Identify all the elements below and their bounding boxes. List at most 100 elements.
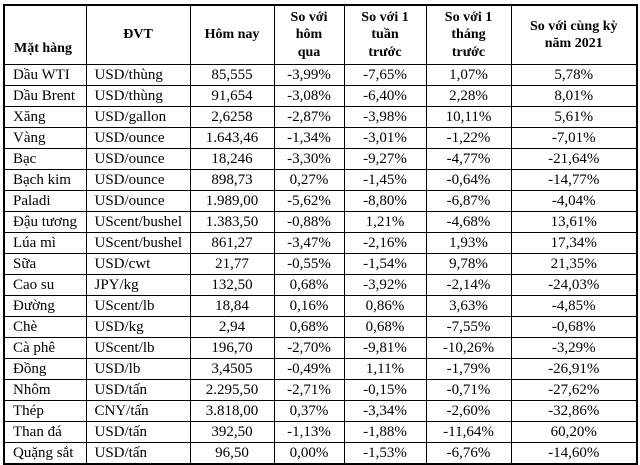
cell-vs-1-month-prior: -10,26%	[425, 337, 512, 359]
cell-vs-yesterday: 0,68%	[273, 316, 345, 338]
cell-vs-same-period-2021: 5,61%	[510, 106, 638, 128]
cell-unit: USD/ounce	[85, 148, 191, 170]
cell-vs-1-week-prior: -2,16%	[343, 232, 427, 254]
cell-today: 1.643,46	[189, 127, 275, 149]
cell-vs-yesterday: -2,71%	[273, 379, 345, 401]
cell-vs-same-period-2021: -4,04%	[510, 190, 638, 212]
cell-today: 3,4505	[189, 358, 275, 380]
table-row: Thép CNY/tấn 3.818,00 0,37% -3,34% -2,60% -32,…	[3, 400, 638, 422]
cell-vs-1-week-prior: -9,81%	[343, 337, 427, 359]
cell-unit: USD/thùng	[85, 85, 191, 107]
cell-vs-yesterday: -3,99%	[273, 64, 345, 86]
cell-vs-yesterday: 0,37%	[273, 400, 345, 422]
cell-unit: CNY/tấn	[85, 400, 191, 422]
cell-today: 196,70	[189, 337, 275, 359]
cell-vs-yesterday: -5,62%	[273, 190, 345, 212]
cell-vs-1-month-prior: 9,78%	[425, 253, 512, 275]
table-row: Lúa mì UScent/bushel 861,27 -3,47% -2,16% 1,9…	[3, 232, 638, 254]
table-row: Chè USD/kg 2,94 0,68% 0,68% -7,55% -0,68%	[3, 316, 638, 338]
cell-vs-1-week-prior: -1,53%	[343, 442, 427, 465]
cell-vs-1-month-prior: -2,60%	[425, 400, 512, 422]
cell-unit: USD/ounce	[85, 190, 191, 212]
cell-vs-1-month-prior: -6,87%	[425, 190, 512, 212]
cell-vs-1-month-prior: -7,55%	[425, 316, 512, 338]
cell-unit: USD/tấn	[85, 421, 191, 443]
table-row: Đường UScent/lb 18,84 0,16% 0,86% 3,63% -4,85%	[3, 295, 638, 317]
cell-vs-1-month-prior: 2,28%	[425, 85, 512, 107]
cell-today: 91,654	[189, 85, 275, 107]
cell-vs-1-week-prior: -1,45%	[343, 169, 427, 191]
cell-vs-1-week-prior: 1,21%	[343, 211, 427, 233]
cell-vs-1-week-prior: -1,88%	[343, 421, 427, 443]
cell-vs-same-period-2021: -27,62%	[510, 379, 638, 401]
table-row: Xăng USD/gallon 2,6258 -2,87% -3,98% 10,11% 5,…	[3, 106, 638, 128]
cell-vs-1-month-prior: 1,93%	[425, 232, 512, 254]
table-row: Dầu Brent USD/thùng 91,654 -3,08% -6,40% 2,28…	[3, 85, 638, 107]
cell-vs-1-week-prior: 0,86%	[343, 295, 427, 317]
cell-vs-yesterday: -3,08%	[273, 85, 345, 107]
cell-vs-1-month-prior: -11,64%	[425, 421, 512, 443]
cell-today: 2,6258	[189, 106, 275, 128]
cell-commodity: Cao su	[3, 274, 87, 296]
table-row: Than đá USD/tấn 392,50 -1,13% -1,88% -11,64% 6…	[3, 421, 638, 443]
table-row: Vàng USD/ounce 1.643,46 -1,34% -3,01% -1,22% -…	[3, 127, 638, 149]
cell-unit: USD/thùng	[85, 64, 191, 86]
cell-vs-1-month-prior: -4,68%	[425, 211, 512, 233]
header-cell-vs-yesterday: So với hôm qua	[273, 4, 345, 65]
cell-unit: JPY/kg	[85, 274, 191, 296]
table-row: Cao su JPY/kg 132,50 0,68% -3,92% -2,14% -24,0…	[3, 274, 638, 296]
cell-today: 2.295,50	[189, 379, 275, 401]
cell-unit: USD/lb	[85, 358, 191, 380]
cell-vs-yesterday: -3,30%	[273, 148, 345, 170]
cell-vs-yesterday: 0,00%	[273, 442, 345, 465]
cell-today: 1.383,50	[189, 211, 275, 233]
header-cell-today: Hôm nay	[189, 4, 275, 65]
cell-unit: USD/ounce	[85, 169, 191, 191]
cell-vs-same-period-2021: -32,86%	[510, 400, 638, 422]
table-header: Mặt hàng ĐVT Hôm nay So với hôm qua So với 1…	[3, 4, 638, 65]
cell-today: 392,50	[189, 421, 275, 443]
table-row: Đồng USD/lb 3,4505 -0,49% 1,11% -1,79% -26,91%	[3, 358, 638, 380]
table-body: Dầu WTI USD/thùng 85,555 -3,99% -7,65% 1,07% 5…	[3, 64, 638, 465]
table-row: Bạc USD/ounce 18,246 -3,30% -9,27% -4,77% -21,…	[3, 148, 638, 170]
cell-vs-1-week-prior: -3,92%	[343, 274, 427, 296]
cell-today: 21,77	[189, 253, 275, 275]
cell-vs-1-month-prior: -0,71%	[425, 379, 512, 401]
cell-vs-same-period-2021: -26,91%	[510, 358, 638, 380]
cell-vs-1-week-prior: -8,80%	[343, 190, 427, 212]
table-row: Dầu WTI USD/thùng 85,555 -3,99% -7,65% 1,07% 5…	[3, 64, 638, 86]
cell-vs-1-month-prior: 1,07%	[425, 64, 512, 86]
cell-vs-yesterday: -1,34%	[273, 127, 345, 149]
cell-vs-1-week-prior: -3,34%	[343, 400, 427, 422]
cell-today: 3.818,00	[189, 400, 275, 422]
header-cell-vs-1-week-prior: So với 1 tuần trước	[343, 4, 427, 65]
cell-commodity: Bạc	[3, 148, 87, 170]
cell-vs-same-period-2021: -7,01%	[510, 127, 638, 149]
cell-vs-same-period-2021: 5,78%	[510, 64, 638, 86]
cell-vs-yesterday: -0,55%	[273, 253, 345, 275]
cell-commodity: Đường	[3, 295, 87, 317]
cell-vs-same-period-2021: -4,85%	[510, 295, 638, 317]
table-row: Bạch kim USD/ounce 898,73 0,27% -1,45% -0,64%…	[3, 169, 638, 191]
header-cell-vs-1-month-prior: So với 1 tháng trước	[425, 4, 512, 65]
cell-vs-same-period-2021: 60,20%	[510, 421, 638, 443]
cell-vs-same-period-2021: -24,03%	[510, 274, 638, 296]
table-row: Sữa USD/cwt 21,77 -0,55% -1,54% 9,78% 21,35%	[3, 253, 638, 275]
cell-vs-yesterday: 0,68%	[273, 274, 345, 296]
cell-unit: UScent/lb	[85, 337, 191, 359]
commodity-price-table: Mặt hàng ĐVT Hôm nay So với hôm qua So với 1…	[3, 4, 638, 465]
cell-vs-1-month-prior: -4,77%	[425, 148, 512, 170]
cell-today: 85,555	[189, 64, 275, 86]
table-row: Cà phê UScent/lb 196,70 -2,70% -9,81% -10,26%…	[3, 337, 638, 359]
cell-commodity: Bạch kim	[3, 169, 87, 191]
cell-vs-yesterday: 0,16%	[273, 295, 345, 317]
cell-today: 18,84	[189, 295, 275, 317]
cell-vs-yesterday: -2,70%	[273, 337, 345, 359]
cell-commodity: Thép	[3, 400, 87, 422]
header-row: Mặt hàng ĐVT Hôm nay So với hôm qua So với 1…	[3, 4, 638, 65]
cell-vs-same-period-2021: -0,68%	[510, 316, 638, 338]
cell-vs-1-month-prior: -1,79%	[425, 358, 512, 380]
cell-vs-1-week-prior: -6,40%	[343, 85, 427, 107]
cell-unit: USD/cwt	[85, 253, 191, 275]
